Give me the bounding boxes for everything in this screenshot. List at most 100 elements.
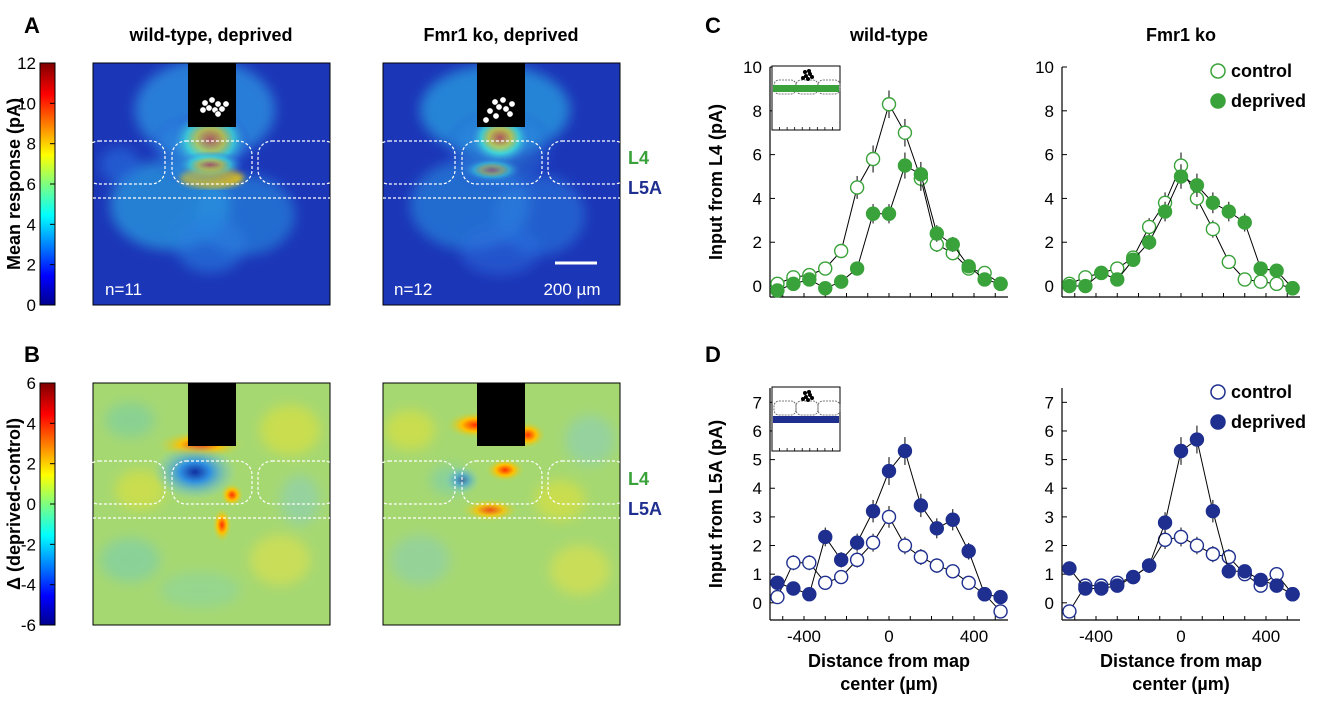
y-tick-label: 5 [753, 451, 762, 470]
data-point-deprived [1253, 572, 1268, 588]
colorbar-b-label: Δ (deprived-control) [4, 418, 24, 590]
barrel-outline [547, 460, 629, 505]
data-point-deprived [1110, 578, 1125, 593]
panel-letter-d: D [705, 342, 721, 367]
data-point-control [913, 549, 929, 565]
inset-cell [803, 391, 807, 395]
chart-title: wild-type [849, 25, 928, 45]
inset-cell [804, 74, 808, 78]
heatmap-a-wildtype-frame [92, 62, 331, 306]
panel-letter-a: A [24, 13, 40, 38]
layer-label-l5a-b: L5A [628, 499, 662, 519]
colorbar-tick-label: 4 [27, 414, 36, 433]
data-point-deprived [881, 463, 897, 479]
data-point-control [802, 555, 817, 570]
data-point-control [818, 261, 833, 276]
data-point-deprived [1189, 178, 1205, 193]
colorbar-tick-label: 2 [27, 455, 36, 474]
data-point-deprived [802, 272, 817, 287]
barrel-outline [461, 460, 543, 505]
inset-cell [810, 396, 814, 400]
layer-label-l4-b: L4 [628, 469, 649, 489]
heatmap-a-wildtype [93, 63, 330, 305]
colorbar-tick-label: -4 [21, 576, 36, 595]
layer-label-l5a-a: L5A [628, 178, 662, 198]
barrel-outline [374, 460, 456, 505]
chart-d-2: 0 1 2 3 4 5 6 7 -400 0 400 Input from L5A (pA) Dista… [706, 386, 1008, 694]
inset-cell [810, 75, 814, 79]
data-point-deprived [1125, 252, 1141, 267]
y-axis-label: Input from L5A (pA) [706, 420, 726, 588]
data-point-deprived [1269, 263, 1284, 278]
x-tick-label: -400 [787, 627, 821, 646]
y-tick-label: 0 [1045, 277, 1054, 296]
data-point-deprived [913, 498, 929, 513]
y-tick-label: 4 [1045, 479, 1054, 498]
x-tick-label: 0 [884, 627, 893, 646]
x-tick-label: 400 [960, 627, 988, 646]
data-point-control [1237, 272, 1252, 287]
data-point-deprived [897, 443, 913, 459]
data-point-deprived [849, 535, 865, 550]
data-point-control [945, 564, 960, 579]
data-point-control [1062, 604, 1077, 619]
x-axis-label: Distance from map [1100, 651, 1262, 671]
y-tick-label: 6 [1045, 146, 1054, 165]
series-line-control [777, 102, 1001, 285]
data-point-deprived [1253, 261, 1268, 276]
data-point-control [1253, 274, 1268, 289]
inset-cell [806, 77, 810, 81]
data-point-deprived [1205, 195, 1221, 211]
barrel-outline [171, 460, 253, 505]
barrel-outline [257, 460, 339, 505]
n-label-wt: n=11 [105, 280, 142, 299]
heatmap-b-wildtype-frame [92, 382, 331, 626]
y-tick-label: 6 [1045, 422, 1054, 441]
heatmap-a-ko [383, 63, 620, 305]
data-point-control [865, 151, 881, 167]
x-tick-label: 0 [1176, 627, 1185, 646]
colorbar-tick-label: 4 [27, 215, 36, 234]
colorbar-tick-label: 10 [17, 94, 36, 113]
heatmap-a-ko-frame [382, 62, 621, 306]
y-tick-label: 6 [753, 422, 762, 441]
data-point-deprived [818, 281, 833, 296]
data-point-deprived [993, 276, 1008, 292]
data-point-control [897, 538, 913, 553]
y-tick-label: 10 [743, 58, 762, 77]
legend-label: deprived [1231, 91, 1306, 111]
data-point-deprived [1237, 215, 1252, 230]
y-tick-label: 2 [1045, 537, 1054, 556]
legend-label: deprived [1231, 412, 1306, 432]
colorbar-tick-label: 8 [27, 135, 36, 154]
y-tick-label: 1 [1045, 565, 1054, 584]
data-point-deprived [1078, 278, 1093, 294]
chart-c-1: 0 2 4 6 8 10 Fmr1 ko control deprived [1035, 25, 1306, 298]
data-point-deprived [1125, 569, 1141, 585]
data-point-deprived [1285, 281, 1300, 296]
barrel-outline [171, 140, 253, 185]
barrel-outline [257, 140, 339, 185]
y-tick-label: 7 [1045, 393, 1054, 412]
y-tick-label: 7 [753, 393, 762, 412]
data-point-deprived [1094, 581, 1109, 596]
colorbar-tick-label: 0 [27, 495, 36, 514]
y-tick-label: 4 [753, 479, 762, 498]
data-point-control [1205, 221, 1221, 237]
data-point-control [1141, 219, 1157, 235]
data-point-deprived [1221, 204, 1237, 219]
panel-letter-b: B [24, 342, 40, 367]
inset-cell [801, 76, 805, 80]
data-point-control [818, 575, 833, 590]
data-point-deprived [977, 587, 992, 602]
heatmap-b-ko-frame [382, 382, 621, 626]
y-tick-label: 10 [1035, 58, 1054, 77]
data-point-deprived [929, 521, 945, 536]
data-point-deprived [1237, 564, 1252, 579]
data-point-control [993, 604, 1008, 619]
inset-cell [804, 395, 808, 399]
inset-cell [806, 398, 810, 402]
data-point-control [849, 552, 865, 568]
inset-layer-band [773, 85, 839, 92]
